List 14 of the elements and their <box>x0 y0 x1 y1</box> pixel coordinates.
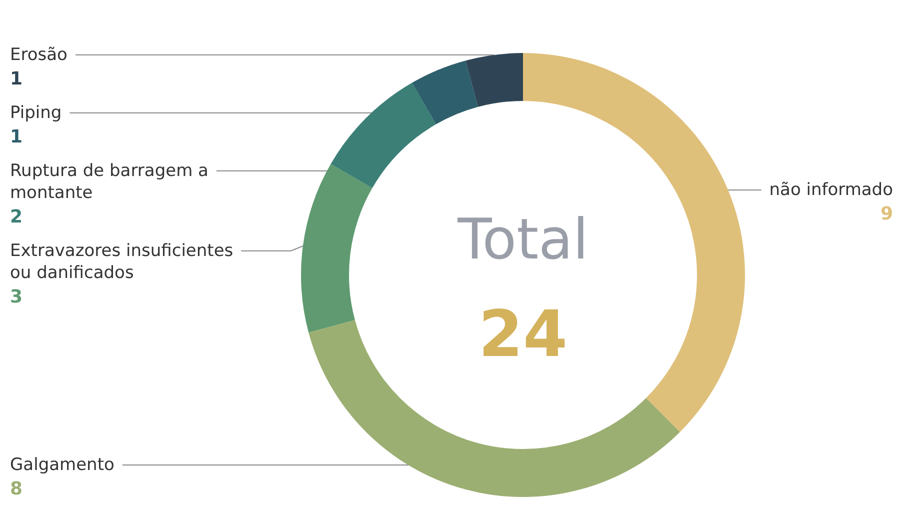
slice-label: Erosão <box>10 44 68 65</box>
data-label: 1 <box>10 126 23 148</box>
slice-label: não informado <box>769 180 893 200</box>
slice-label: Piping <box>10 102 62 123</box>
slice-label: Extravazores insuficientes ou danificados <box>10 240 234 283</box>
text: Total <box>456 208 588 272</box>
data-label: 3 <box>10 286 23 308</box>
data-label: 9 <box>880 204 893 225</box>
slice-label: Galgamento <box>10 455 114 475</box>
data-label: 1 <box>10 68 23 90</box>
text: 24 <box>478 298 568 372</box>
data-label: 2 <box>10 206 23 228</box>
slice-label: Ruptura de barragem a montante <box>10 160 208 203</box>
data-label: 8 <box>10 478 23 500</box>
